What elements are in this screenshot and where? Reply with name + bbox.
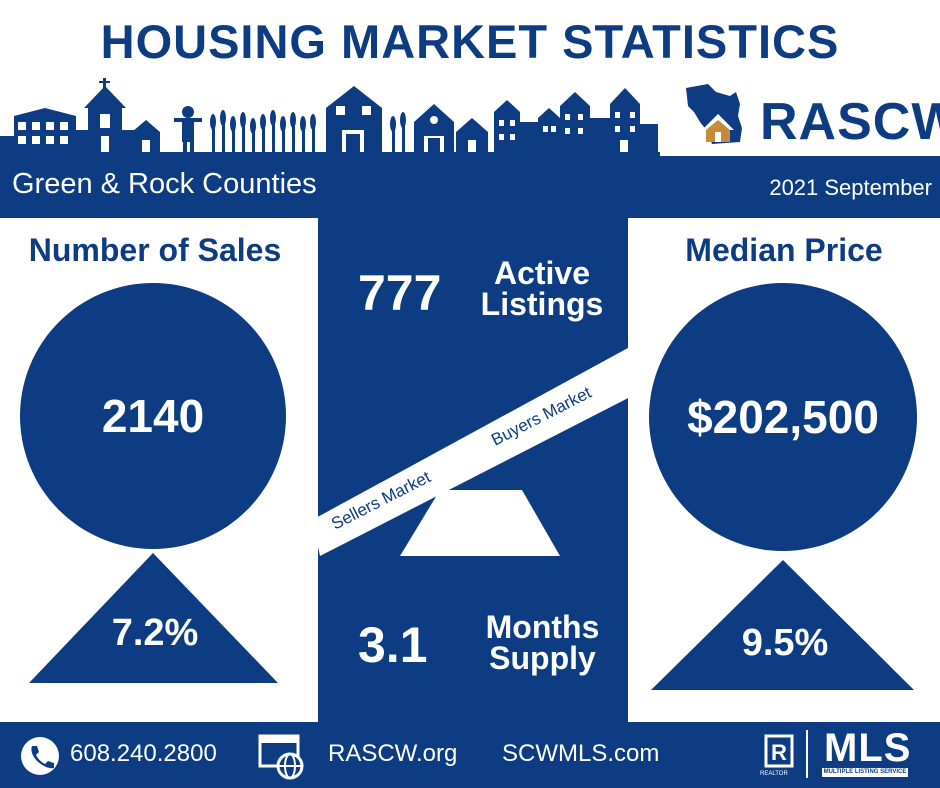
svg-text:R: R xyxy=(771,740,787,765)
skyline-illustration xyxy=(0,78,660,156)
footer-divider xyxy=(806,730,808,778)
scwmls-website-link[interactable]: SCWMLS.com xyxy=(502,740,660,767)
active-listings-label-line2: Listings xyxy=(480,286,604,322)
sales-change-value: 7.2% xyxy=(111,612,199,654)
price-change-triangle xyxy=(651,560,914,690)
wisconsin-house-logo-icon xyxy=(686,84,742,144)
web-globe-icon xyxy=(258,734,304,780)
months-supply-label-line2: Supply xyxy=(489,640,596,676)
sales-circle: 2140 xyxy=(20,283,286,549)
page-title: HOUSING MARKET STATISTICS xyxy=(100,15,840,68)
sales-heading: Number of Sales xyxy=(28,232,282,268)
months-supply-label: Months Supply xyxy=(470,609,615,676)
phone-icon xyxy=(21,737,59,775)
seesaw-beam xyxy=(312,348,636,556)
realtor-caption: REALTOR xyxy=(760,771,788,777)
price-value: $202,500 xyxy=(687,391,879,443)
months-supply-label-line1: Months xyxy=(485,609,600,645)
mls-subtitle: MULTIPLE LISTING SERVICE xyxy=(822,768,908,777)
region-band xyxy=(0,156,940,218)
rascw-logo-text: RASCW xyxy=(760,93,940,151)
active-listings-label-line1: Active xyxy=(493,255,591,291)
period-label: 2021 September xyxy=(769,175,932,200)
sales-value: 2140 xyxy=(101,390,205,442)
active-listings-label: Active Listings xyxy=(472,255,612,322)
footer-band xyxy=(0,722,940,788)
price-change-value: 9.5% xyxy=(741,622,829,664)
price-heading: Median Price xyxy=(685,232,883,268)
mls-logo-text: MLS xyxy=(824,726,912,770)
realtor-r-icon: R xyxy=(764,734,794,768)
active-listings-value: 777 xyxy=(358,265,442,321)
price-circle: $202,500 xyxy=(649,283,917,551)
region-label: Green & Rock Counties xyxy=(12,168,317,200)
months-supply-value: 3.1 xyxy=(358,617,428,673)
sales-change-triangle xyxy=(29,553,278,683)
phone-number[interactable]: 608.240.2800 xyxy=(70,740,217,767)
seesaw-fulcrum xyxy=(400,490,560,556)
rascw-website-link[interactable]: RASCW.org xyxy=(328,740,458,767)
